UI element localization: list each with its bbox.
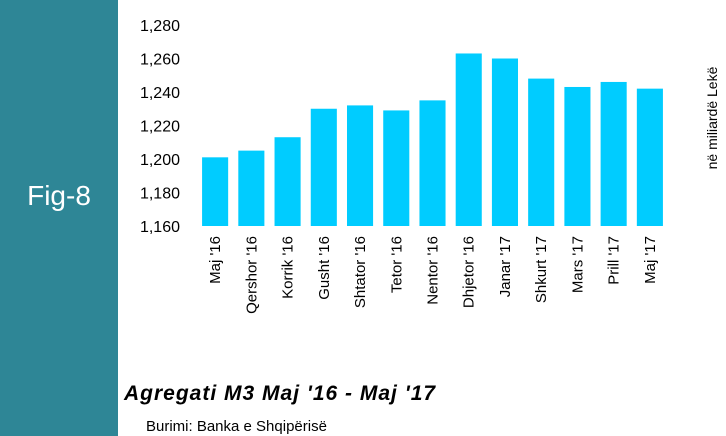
y-tick-label: 1,240	[140, 85, 180, 102]
y-tick-label: 1,160	[140, 219, 180, 236]
bar	[346, 105, 374, 226]
y-tick-label: 1,280	[140, 18, 180, 35]
bar	[238, 150, 265, 226]
bar	[202, 157, 229, 226]
x-tick-label: Tetor '16	[388, 236, 405, 293]
y-tick-label: 1,180	[140, 186, 180, 203]
x-tick-label: Korrik '16	[280, 236, 297, 299]
x-tick-label: Janar '17	[497, 236, 514, 297]
source: Burimi: Banka e Shqipërisë	[146, 418, 327, 435]
x-tick-label: Prill '17	[606, 236, 623, 285]
bar	[600, 81, 627, 226]
y-tick-label: 1,220	[140, 119, 180, 136]
y-axis-label: në miliardë Lekë	[704, 66, 720, 169]
y-tick-label: 1,260	[140, 52, 180, 69]
x-tick-label: Shkurt '17	[533, 236, 550, 303]
bar	[419, 100, 446, 226]
x-tick-label: Mars '17	[569, 236, 586, 293]
x-tick-label: Maj '17	[642, 236, 659, 284]
x-tick-label: Nentor '16	[425, 236, 442, 305]
bar	[491, 58, 519, 226]
bar	[455, 53, 482, 226]
bar	[564, 86, 591, 226]
x-tick-label: Gusht '16	[316, 236, 333, 300]
x-tick-label: Shtator '16	[352, 236, 369, 308]
bar	[383, 110, 410, 226]
sidebar	[0, 0, 118, 436]
figure-label: Fig-8	[27, 180, 91, 211]
x-tick-label: Dhjetor '16	[461, 236, 478, 308]
y-tick-label: 1,200	[140, 152, 180, 169]
x-tick-label: Maj '16	[207, 236, 224, 284]
bar	[636, 88, 663, 227]
chart-title: Agregati M3 Maj '16 - Maj '17	[123, 382, 436, 405]
bar	[310, 108, 337, 226]
bar	[528, 78, 555, 226]
x-tick-label: Qershor '16	[243, 236, 260, 314]
bar	[274, 137, 301, 226]
